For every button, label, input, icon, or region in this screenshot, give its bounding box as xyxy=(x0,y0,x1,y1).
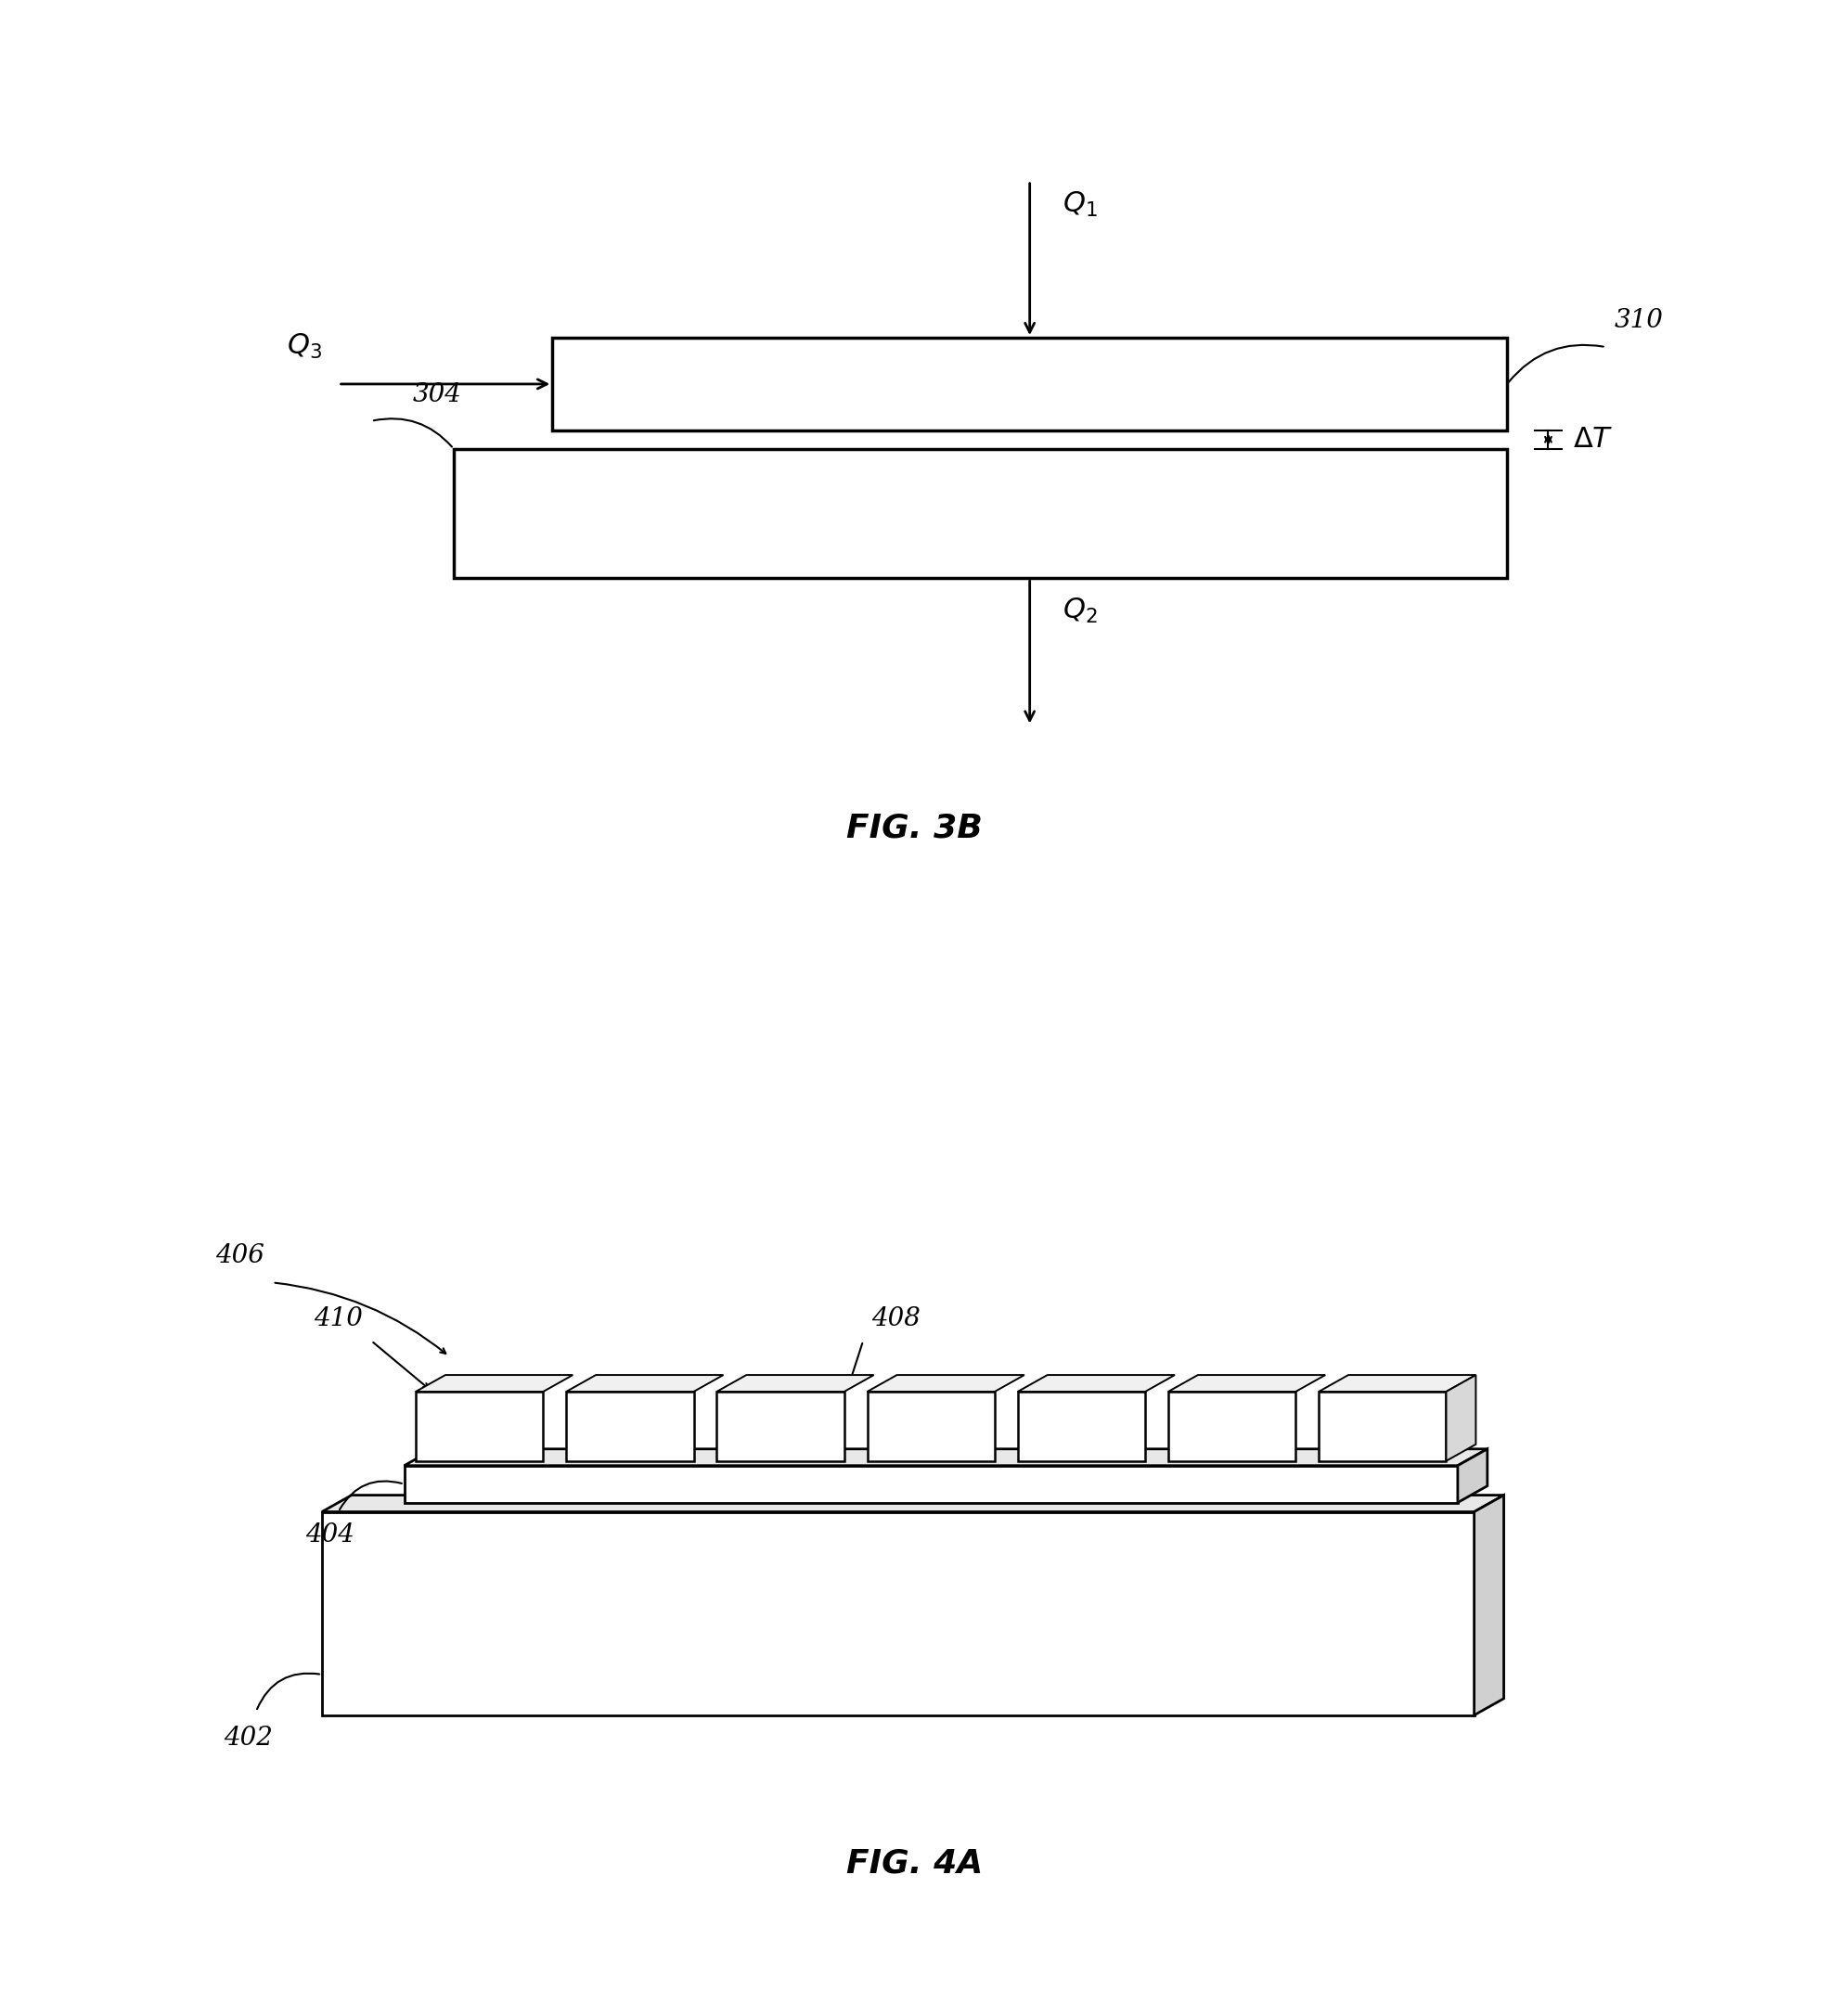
Polygon shape xyxy=(404,1450,1487,1466)
Text: 310: 310 xyxy=(1613,308,1663,333)
Bar xyxy=(454,450,1507,579)
Text: FIG. 3B: FIG. 3B xyxy=(847,812,982,843)
Bar xyxy=(567,1391,693,1462)
Polygon shape xyxy=(1458,1450,1487,1502)
Text: 404: 404 xyxy=(305,1522,355,1548)
Text: 304: 304 xyxy=(413,383,461,407)
Text: $Q_1$: $Q_1$ xyxy=(1063,190,1097,220)
Text: $Q_2$: $Q_2$ xyxy=(1063,597,1097,625)
Bar xyxy=(322,1512,1474,1716)
Text: 406: 406 xyxy=(216,1244,263,1268)
Bar xyxy=(552,339,1507,429)
Bar xyxy=(1319,1391,1447,1462)
Polygon shape xyxy=(1169,1375,1326,1391)
Polygon shape xyxy=(1319,1375,1476,1391)
Bar xyxy=(867,1391,995,1462)
Bar xyxy=(717,1391,845,1462)
Text: 410: 410 xyxy=(315,1306,362,1331)
Text: FIG. 4A: FIG. 4A xyxy=(847,1847,982,1879)
Polygon shape xyxy=(567,1375,722,1391)
Polygon shape xyxy=(1017,1375,1174,1391)
Polygon shape xyxy=(415,1375,572,1391)
Polygon shape xyxy=(1474,1496,1503,1716)
Bar xyxy=(1169,1391,1295,1462)
Bar xyxy=(404,1466,1458,1502)
Text: $Q_3$: $Q_3$ xyxy=(287,333,322,361)
Text: 402: 402 xyxy=(223,1726,273,1750)
Polygon shape xyxy=(717,1375,874,1391)
Bar xyxy=(415,1391,543,1462)
Polygon shape xyxy=(322,1496,1503,1512)
Text: 408: 408 xyxy=(871,1306,920,1331)
Bar xyxy=(1017,1391,1145,1462)
Polygon shape xyxy=(867,1375,1024,1391)
Polygon shape xyxy=(1447,1375,1476,1462)
Text: $\Delta T$: $\Delta T$ xyxy=(1573,425,1613,454)
